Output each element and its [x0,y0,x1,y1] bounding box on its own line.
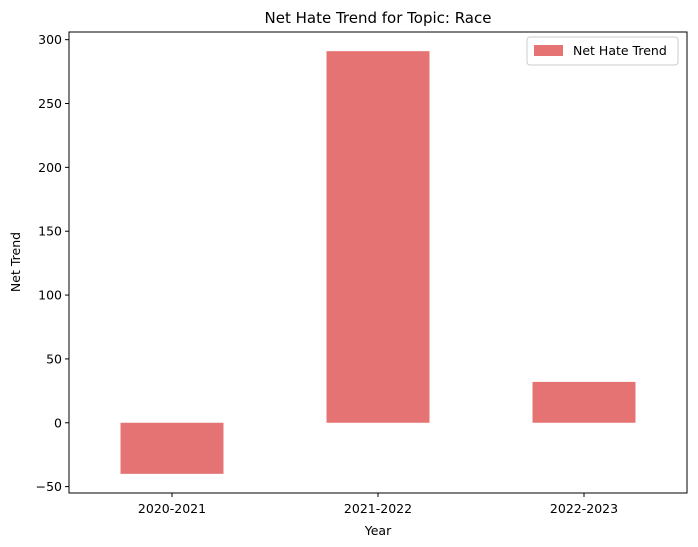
y-tick-label: 250 [38,96,62,111]
bar-2021-2022 [326,51,430,423]
y-tick-label: 100 [38,288,62,303]
legend-frame [526,36,679,66]
x-tick-label: 2022-2023 [550,501,618,516]
legend-label: Net Hate Trend [573,43,667,58]
bar-2020-2021 [120,422,224,474]
plot-area: −50 0 50 100 150 200 250 300 2020-2021 2021-2022 2… [36,31,688,516]
legend: Net Hate Trend [526,36,679,66]
x-axis-label: Year [364,523,392,538]
y-tick-label: 200 [38,160,62,175]
y-tick-label: −50 [36,479,62,494]
y-tick-label: 150 [38,224,62,239]
y-tick-label: 50 [46,351,62,366]
legend-swatch [534,45,563,56]
y-axis-label: Net Trend [8,232,23,292]
x-tick-label: 2020-2021 [138,501,206,516]
chart-title: Net Hate Trend for Topic: Race [265,9,492,27]
x-tick-label: 2021-2022 [344,501,412,516]
y-tick-label: 300 [38,32,62,47]
bar-2022-2023 [532,381,636,423]
y-tick-label: 0 [54,415,62,430]
